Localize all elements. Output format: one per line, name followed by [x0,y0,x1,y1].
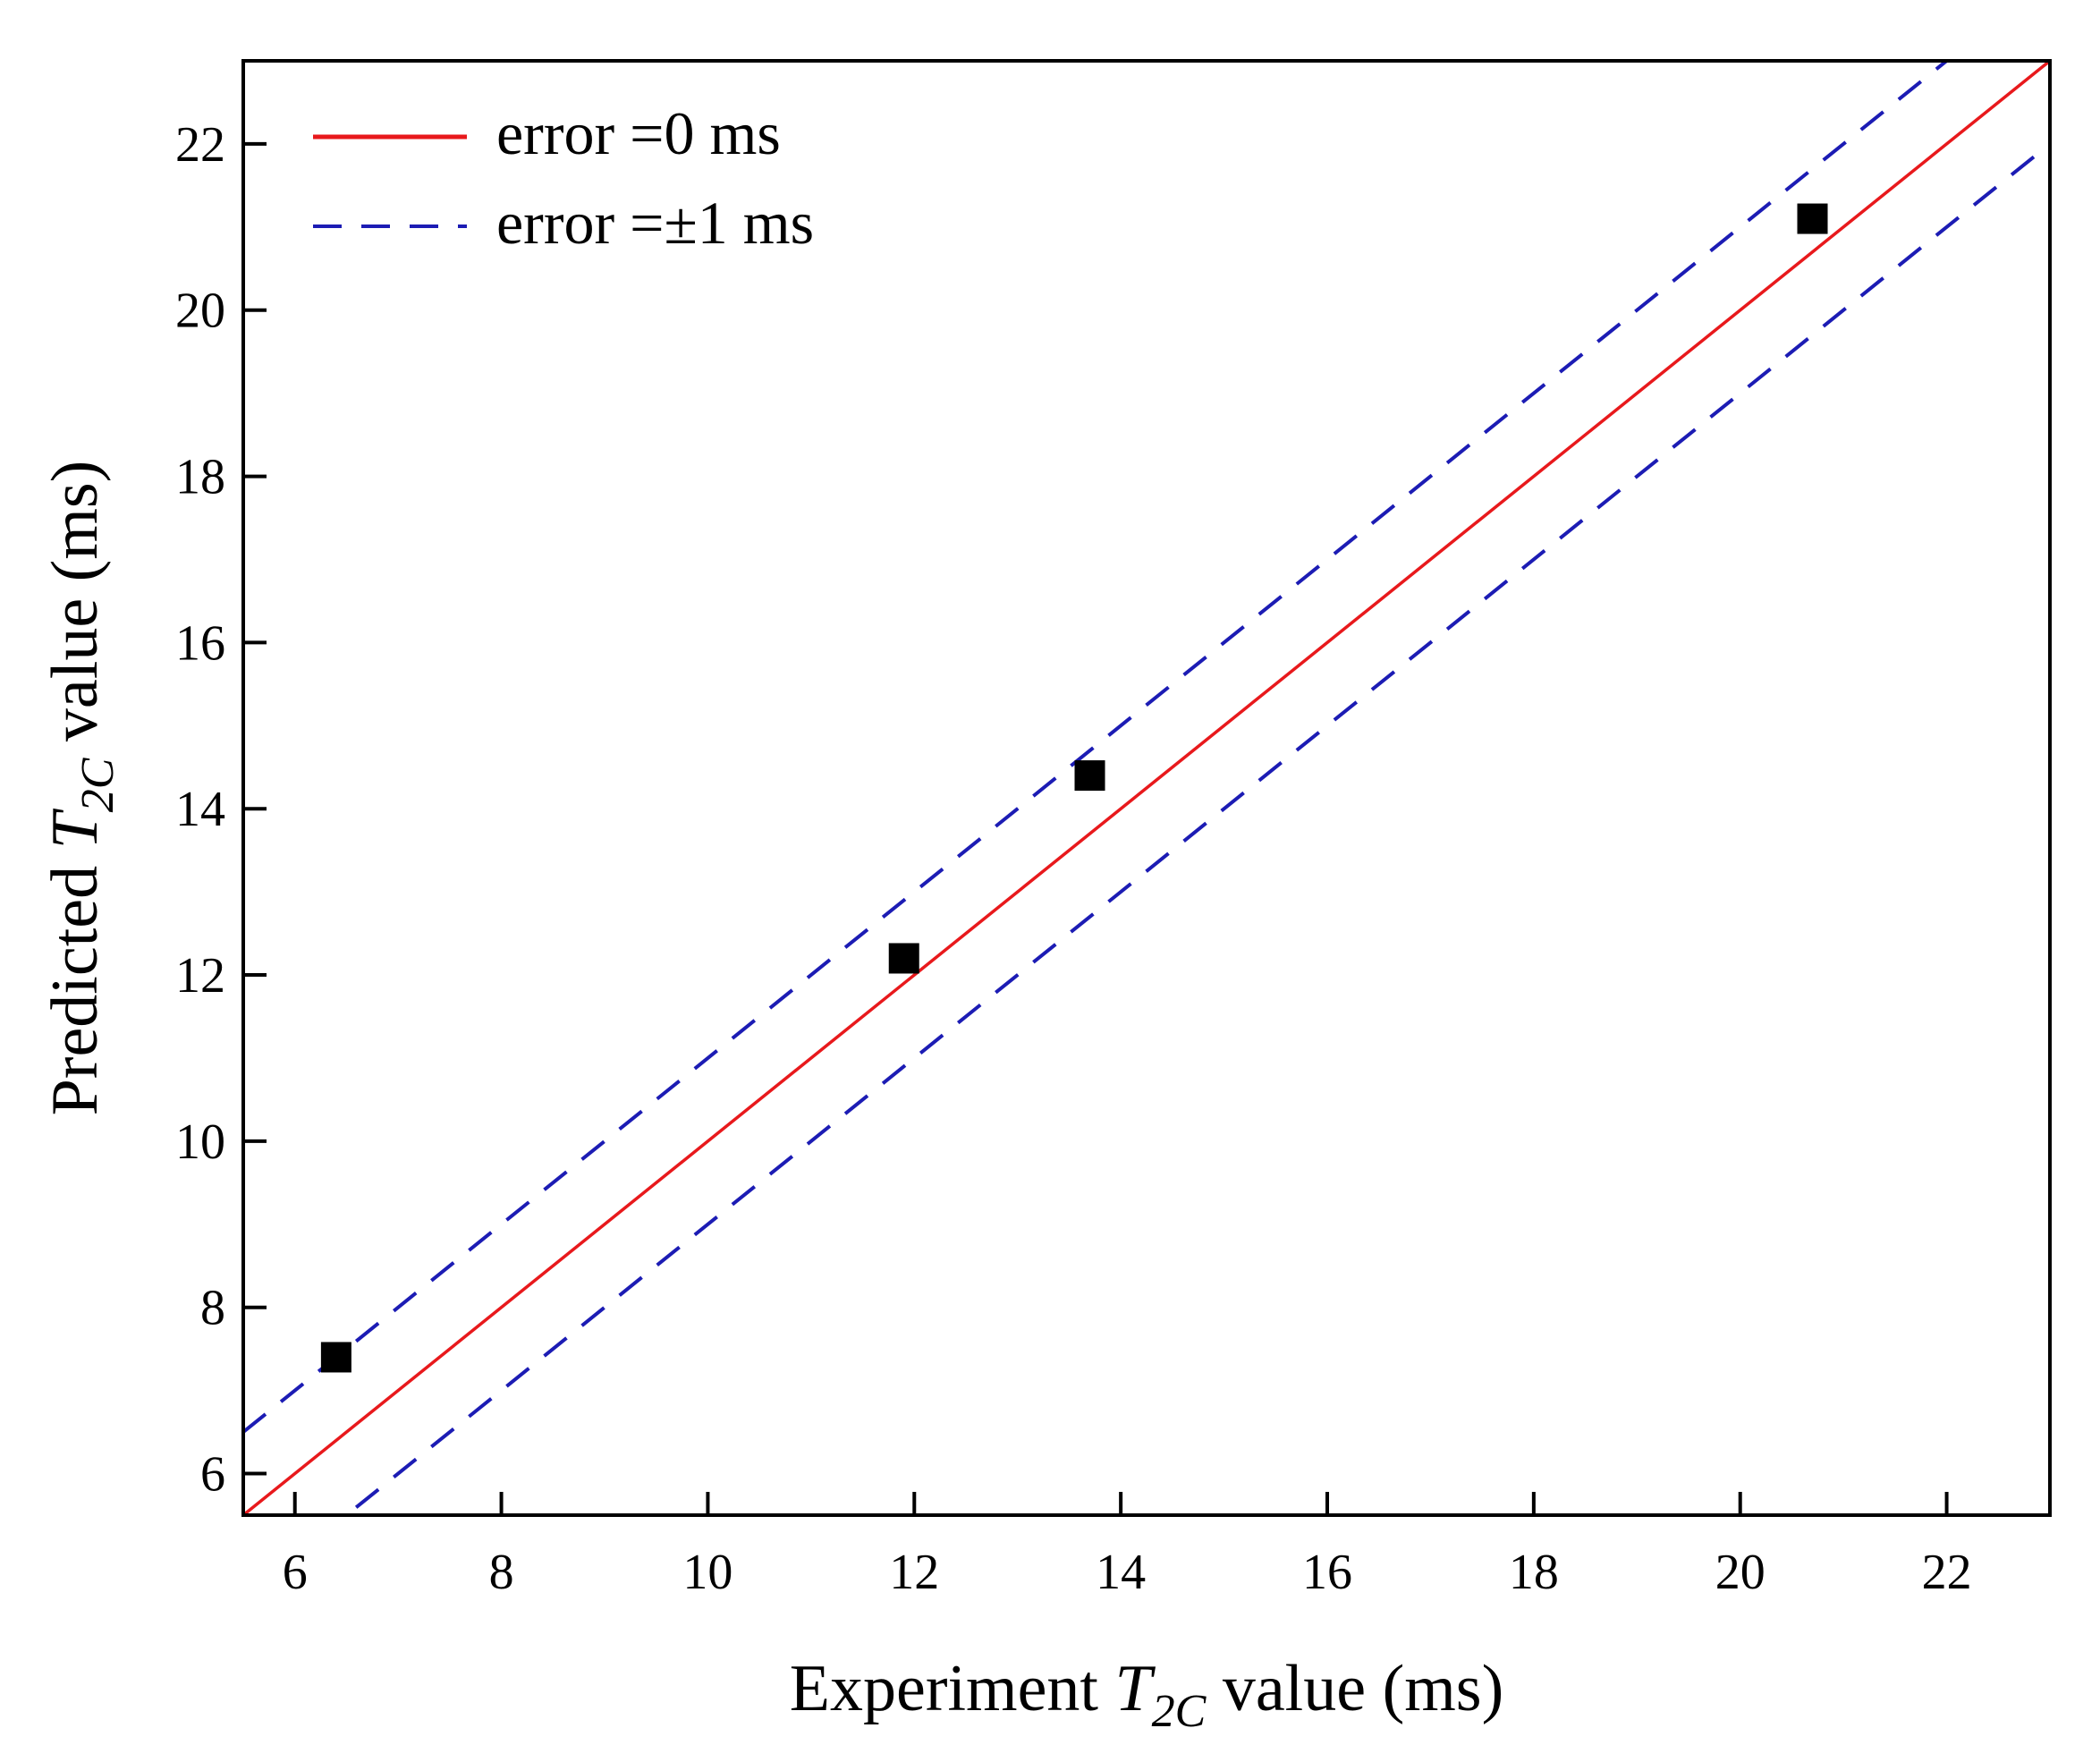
reference-line-2 [343,142,2050,1515]
y-axis-title-prefix: Predicted [38,849,112,1115]
x-tick-label-22: 22 [1922,1545,1972,1600]
y-tick-label-6: 6 [200,1447,225,1503]
x-axis-title-prefix: Experiment [790,1652,1115,1725]
y-tick-label-14: 14 [175,782,225,837]
plot-frame [241,59,2052,1517]
legend: error =0 ms error =±1 ms [313,99,814,257]
y-axis-title-symbol: T [38,808,112,849]
y-tick-label-12: 12 [175,948,225,1004]
x-tick-label-14: 14 [1096,1545,1146,1600]
y-tick-label-8: 8 [200,1281,225,1336]
x-tick-label-16: 16 [1302,1545,1352,1600]
data-point-2 [1074,760,1105,792]
x-tick-label-20: 20 [1715,1545,1766,1600]
data-point-1 [888,943,919,974]
y-tick-label-20: 20 [175,284,225,339]
x-axis-title-suffix: value (ms) [1206,1652,1503,1725]
legend-label-0: error =0 ms [496,99,781,167]
y-axis-title: Predicted T2C value (ms) [38,461,123,1116]
reference-lines [243,61,2050,1515]
x-tick-label-12: 12 [889,1545,939,1600]
data-point-3 [1797,203,1828,234]
y-axis-ticks: 6 8 10 12 14 16 18 20 22 [175,117,267,1503]
reference-line-0 [243,61,2050,1515]
y-axis-title-subscript: 2C [72,757,123,812]
reference-line-1 [243,61,1950,1434]
legend-label-1: error =±1 ms [496,189,814,257]
x-axis-title-subscript: 2C [1152,1686,1207,1737]
x-tick-label-8: 8 [489,1545,514,1600]
y-tick-label-18: 18 [175,450,225,505]
x-tick-label-18: 18 [1509,1545,1559,1600]
x-axis-title-symbol: T [1114,1652,1156,1725]
x-tick-label-10: 10 [682,1545,732,1600]
x-axis-ticks: 6 8 10 12 14 16 18 20 22 [283,1492,1972,1600]
y-axis-title-suffix: value (ms) [38,461,112,758]
y-tick-label-22: 22 [175,117,225,173]
data-points [320,203,1828,1373]
y-tick-label-10: 10 [175,1114,225,1170]
x-axis-title: Experiment T2C value (ms) [790,1652,1503,1737]
y-tick-label-16: 16 [175,615,225,671]
x-tick-label-6: 6 [283,1545,308,1600]
data-point-0 [320,1342,351,1373]
